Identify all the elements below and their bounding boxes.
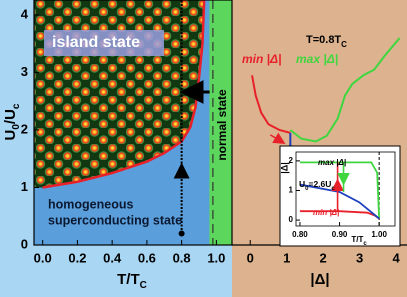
inset-annotation-part: =2.6U	[308, 179, 331, 189]
temperature-label: T=0.8TC	[306, 34, 347, 49]
y-axis-label-part: /U	[2, 109, 19, 124]
inset-annotation-part: U	[299, 179, 305, 189]
x-tick-label: 3	[356, 250, 363, 265]
inset-series-label: min |Δ|	[313, 208, 339, 217]
delta-curve	[289, 37, 401, 143]
series-label: min |Δ|	[242, 52, 281, 66]
inset-x-tick-label: 0.80	[292, 230, 308, 239]
y-tick-label: 1	[21, 179, 28, 194]
y-axis-label: U0/Uc	[2, 103, 22, 140]
x-tick-label: 0	[247, 250, 254, 265]
homogeneous-label: homogeneous	[48, 197, 133, 211]
normal-state-region	[209, 0, 232, 245]
x-tick-label: 0.4	[103, 250, 122, 265]
x-tick-label: 4	[392, 250, 400, 265]
inset-annotation-part: 0	[305, 186, 309, 192]
homogeneous-label: superconducting state	[48, 213, 182, 227]
inset-x-label: T/Tc	[351, 235, 367, 246]
y-axis-label-part: U	[2, 130, 19, 141]
y-tick-label: 4	[21, 6, 29, 21]
inset-x-label-part: c	[363, 241, 367, 247]
inset-series-label: max |Δ|	[318, 158, 346, 167]
left-frame	[33, 0, 233, 246]
island-state-label: island state	[52, 34, 140, 51]
inset-annotation: U0=2.6Uc	[299, 179, 335, 191]
inset-y-label: |Δ|	[279, 162, 289, 174]
y-tick-label: 0	[21, 236, 28, 251]
x-axis-label: T/TC	[117, 271, 147, 291]
x-axis-label: |Δ|	[310, 271, 329, 288]
x-axis-label-part: C	[140, 280, 147, 291]
approach-arrow	[269, 132, 286, 144]
y-tick-label: 2	[21, 121, 28, 136]
y-tick-label: 3	[21, 64, 28, 79]
y-axis-label-part: c	[11, 103, 22, 109]
series-label: max |Δ|	[296, 52, 338, 66]
inset-curve	[299, 161, 381, 219]
x-tick-label: 0.0	[34, 250, 52, 265]
x-tick-label: 0.6	[138, 250, 156, 265]
x-tick-label: 1.0	[207, 250, 225, 265]
x-axis-label-part: T/T	[117, 271, 140, 288]
island-label-box	[44, 30, 164, 56]
delta-curve	[251, 75, 291, 134]
x-tick-label: 2	[320, 250, 327, 265]
temperature-label-part: C	[341, 40, 347, 49]
trajectory-start	[178, 230, 185, 237]
x-tick-label: 0.8	[173, 250, 191, 265]
y-axis-label-part: 0	[11, 124, 22, 130]
inset-curve	[299, 183, 380, 220]
inset-annotation-part: c	[331, 186, 335, 192]
x-tick-label: 1	[283, 250, 290, 265]
inset-y-tick-label: 2	[289, 156, 294, 165]
inset-x-tick-label: 0.90	[332, 230, 348, 239]
inset-x-label-part: T/T	[351, 235, 363, 244]
inset-plot-frame	[295, 151, 396, 227]
temperature-label-part: T=0.8T	[306, 34, 341, 46]
inset-x-tick-label: 1.00	[371, 230, 387, 239]
inset-y-tick-label: 1	[289, 186, 294, 195]
inset-y-tick-label: 0	[289, 215, 294, 224]
x-tick-label: 0.2	[68, 250, 86, 265]
normal-state-label: normal state	[215, 89, 229, 161]
